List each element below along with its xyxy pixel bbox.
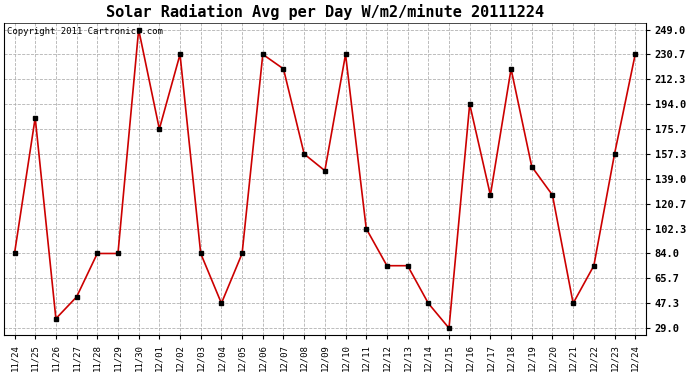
Title: Solar Radiation Avg per Day W/m2/minute 20111224: Solar Radiation Avg per Day W/m2/minute …: [106, 4, 544, 20]
Text: Copyright 2011 Cartronics.com: Copyright 2011 Cartronics.com: [8, 27, 164, 36]
